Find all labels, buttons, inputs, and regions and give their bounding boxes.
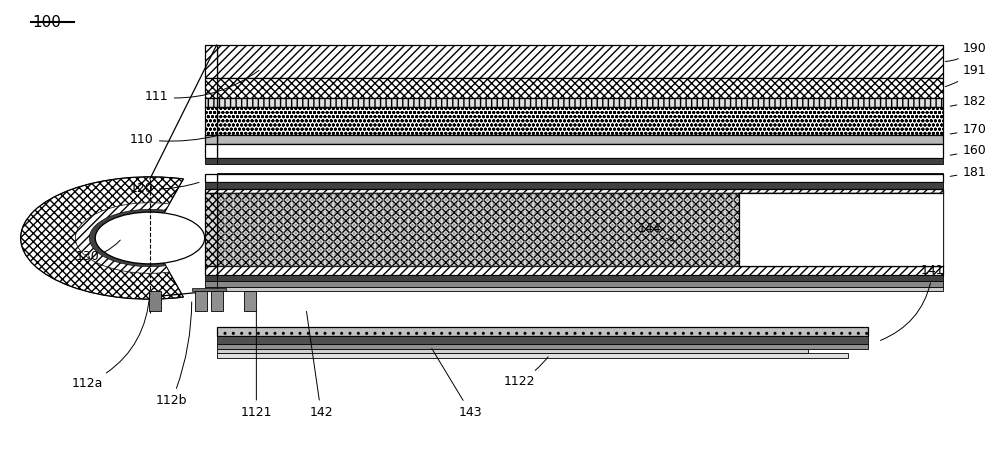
Bar	[217, 78, 943, 98]
Wedge shape	[75, 203, 169, 273]
Text: 170: 170	[950, 123, 986, 136]
Text: 120: 120	[130, 182, 199, 195]
Bar	[217, 327, 868, 336]
Bar	[205, 158, 217, 164]
Bar	[205, 281, 217, 287]
Bar	[217, 136, 943, 144]
Bar	[217, 266, 943, 275]
Wedge shape	[89, 209, 166, 267]
Bar	[211, 291, 223, 311]
Text: 190: 190	[945, 42, 986, 61]
Bar	[149, 291, 161, 311]
Bar	[217, 336, 868, 344]
Bar	[192, 288, 226, 291]
Bar	[205, 266, 217, 275]
Text: 191: 191	[945, 64, 986, 87]
Text: 100: 100	[33, 15, 61, 30]
Bar	[217, 175, 943, 182]
Text: 130: 130	[75, 240, 120, 263]
Bar	[205, 78, 217, 98]
Text: 144: 144	[637, 222, 676, 242]
Bar	[217, 98, 943, 107]
Bar	[205, 275, 217, 281]
Bar	[205, 287, 217, 291]
Bar	[205, 107, 217, 136]
Bar	[205, 175, 217, 182]
Bar	[205, 45, 217, 78]
Bar	[217, 144, 943, 158]
Bar	[244, 291, 256, 311]
Text: 110: 110	[130, 133, 219, 146]
Circle shape	[95, 212, 205, 264]
Bar	[217, 45, 943, 78]
Bar	[739, 193, 943, 266]
Text: 141: 141	[880, 265, 944, 340]
Text: 142: 142	[306, 311, 333, 418]
Bar	[205, 98, 217, 107]
Bar	[217, 193, 943, 266]
Bar	[205, 136, 217, 144]
Bar	[217, 349, 808, 353]
Bar	[195, 291, 207, 311]
Text: 112a: 112a	[72, 294, 150, 390]
Bar	[205, 193, 217, 266]
Bar	[205, 182, 217, 189]
Text: 1121: 1121	[241, 311, 272, 418]
Bar	[205, 144, 217, 158]
Bar	[217, 173, 943, 175]
Text: 160: 160	[950, 145, 986, 158]
Bar	[205, 189, 217, 193]
Bar	[217, 287, 943, 291]
Text: 112b: 112b	[156, 302, 192, 407]
Text: 182: 182	[950, 95, 986, 108]
Bar	[217, 275, 943, 281]
Text: 1122: 1122	[504, 357, 548, 388]
Bar	[217, 353, 848, 358]
Bar	[217, 344, 868, 349]
Bar	[217, 189, 943, 193]
Bar	[217, 193, 943, 266]
Text: 143: 143	[432, 348, 482, 418]
Bar	[217, 107, 943, 136]
Bar	[217, 158, 943, 164]
Bar	[217, 182, 943, 189]
Text: 181: 181	[950, 166, 986, 178]
Bar	[217, 281, 943, 287]
Wedge shape	[21, 177, 183, 299]
Text: 111: 111	[145, 70, 259, 103]
